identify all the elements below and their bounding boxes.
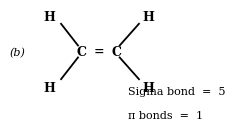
Text: H: H (142, 11, 154, 24)
Text: =: = (93, 46, 104, 59)
Text: π bonds  =  1: π bonds = 1 (128, 111, 204, 121)
Text: H: H (43, 11, 55, 24)
Text: H: H (43, 82, 55, 95)
Text: Sigma bond  =  5: Sigma bond = 5 (128, 87, 226, 97)
Text: C: C (111, 46, 121, 59)
Text: H: H (142, 82, 154, 95)
Text: C: C (77, 46, 86, 59)
Text: (b): (b) (10, 48, 26, 58)
